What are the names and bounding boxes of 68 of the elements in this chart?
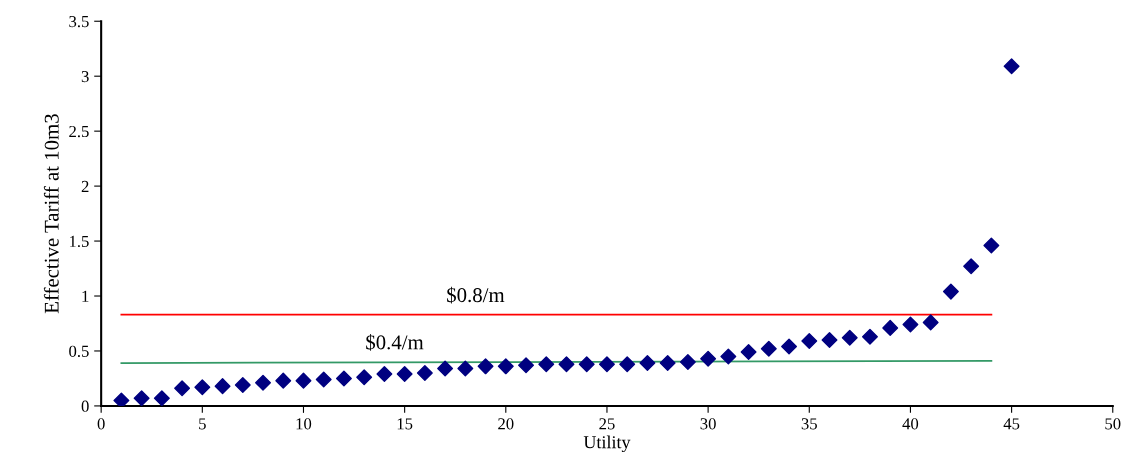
y-axis-title: Effective Tariff at 10m3: [43, 114, 59, 314]
x-tick-label: 10: [296, 418, 312, 430]
point: [679, 353, 696, 370]
y-tick-label: 3.5: [69, 15, 89, 28]
point: [781, 338, 798, 355]
point: [416, 364, 433, 381]
x-tick-label: 35: [801, 418, 817, 430]
point: [801, 333, 818, 350]
point: [315, 371, 332, 388]
point: [700, 350, 717, 367]
point: [477, 358, 494, 375]
x-tick-label: 25: [599, 418, 615, 430]
point: [335, 370, 352, 387]
x-tick-label: 50: [1105, 418, 1121, 430]
point: [922, 314, 939, 331]
y-tick-label: 3: [81, 70, 89, 83]
point: [133, 390, 150, 406]
x-tick-label: 15: [397, 418, 413, 430]
annotation: $0.8/m: [447, 286, 505, 304]
point: [942, 283, 959, 300]
point: [619, 356, 636, 373]
point: [497, 358, 514, 375]
point: [214, 378, 231, 395]
x-tick-label: 5: [199, 418, 206, 430]
point: [639, 355, 656, 372]
point: [558, 356, 575, 373]
y-tick-label: 2.5: [69, 125, 89, 138]
point: [861, 328, 878, 345]
point: [113, 392, 130, 406]
point: [983, 237, 1000, 254]
point: [740, 344, 757, 361]
x-tick-label: 45: [1003, 418, 1020, 430]
y-tick-label: 1.5: [69, 235, 89, 248]
point: [295, 372, 312, 389]
point: [659, 355, 676, 372]
y-tick-label: 0: [81, 400, 89, 412]
point: [255, 374, 271, 391]
x-axis-title: Utility: [583, 435, 631, 453]
point: [760, 340, 777, 357]
point: [174, 380, 191, 397]
point: [396, 366, 413, 383]
point: [153, 390, 170, 406]
x-tick-label: 30: [700, 418, 716, 430]
x-tick-label: 40: [902, 418, 919, 430]
point: [538, 356, 555, 373]
point: [821, 331, 838, 348]
annotation: $0.4/m: [366, 334, 424, 351]
y-tick-label: 0.5: [69, 345, 89, 357]
point: [902, 316, 919, 333]
point: [578, 356, 595, 373]
y-tick-label: 1: [82, 290, 89, 302]
point: [437, 360, 454, 377]
x-tick-label: 20: [498, 418, 514, 430]
point: [598, 356, 615, 373]
point: [720, 348, 737, 365]
y-tick-label: 2: [81, 180, 89, 192]
point: [518, 357, 535, 374]
point: [841, 329, 858, 346]
point: [882, 319, 899, 336]
point: [194, 379, 211, 396]
point: [234, 377, 251, 394]
point: [376, 366, 393, 383]
point: [1003, 58, 1020, 75]
x-tick-label: 0: [97, 418, 105, 430]
point: [457, 360, 474, 377]
point: [963, 258, 980, 275]
point: [356, 369, 373, 386]
point: [275, 372, 292, 389]
